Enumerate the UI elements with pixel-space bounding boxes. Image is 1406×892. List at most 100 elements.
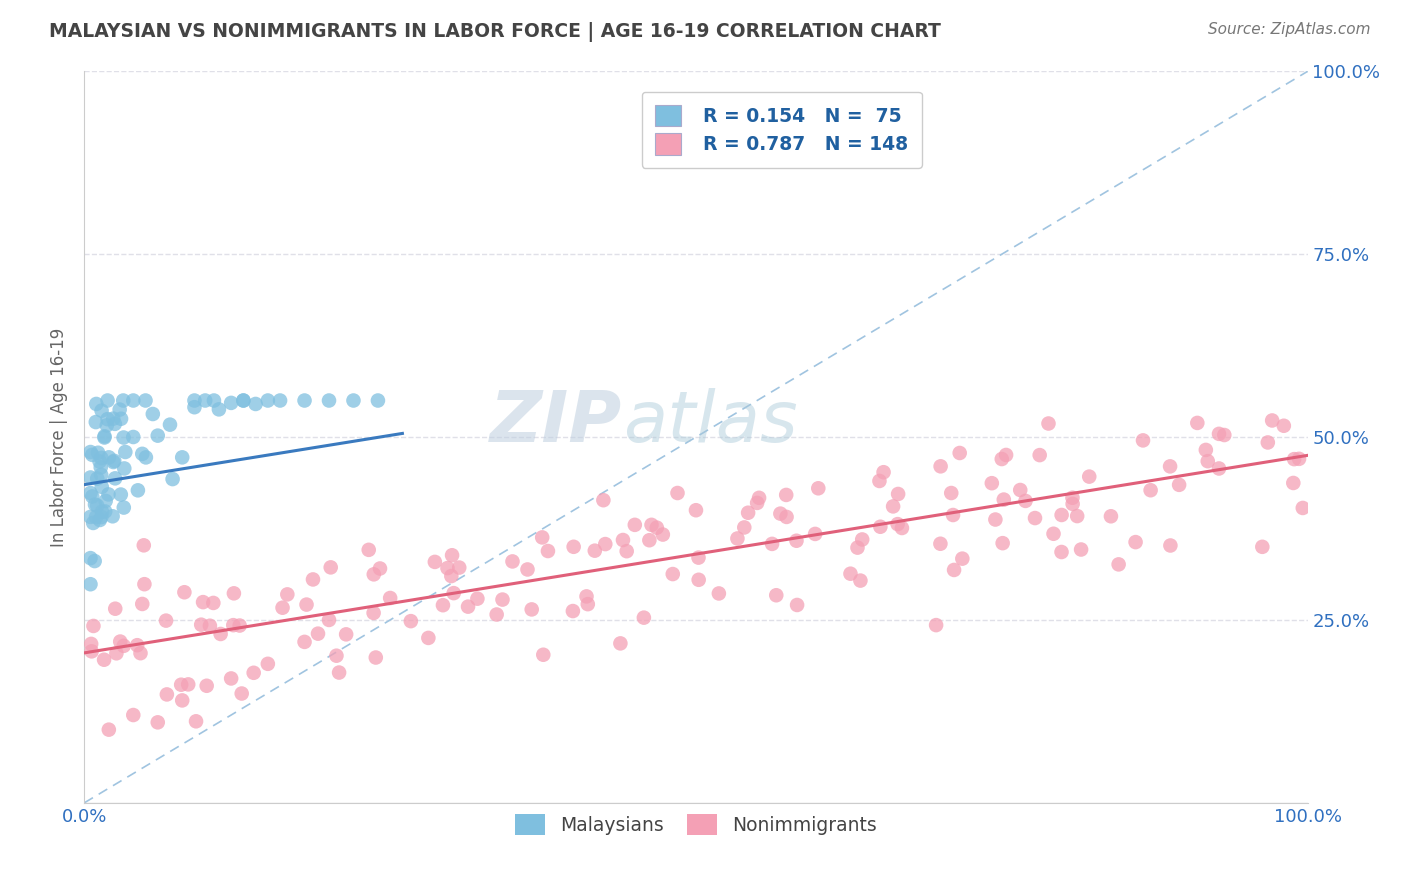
Point [1050,508,1073,522]
Point [108,402,131,417]
Point [785,533,807,548]
Point [122,393,145,408]
Point [367,393,389,408]
Point [219,672,242,686]
Point [222,586,245,600]
Point [90,450,112,465]
Point [869,520,891,534]
Point [575,590,598,604]
Point [640,517,662,532]
Point [1282,452,1305,467]
Point [562,540,585,554]
Point [82,490,104,504]
Point [531,530,554,544]
Point [443,586,465,600]
Point [1014,494,1036,508]
Point [342,393,364,408]
Point [561,604,583,618]
Point [688,550,710,565]
Point [520,602,543,616]
Point [882,500,904,514]
Point [633,610,655,624]
Point [231,686,253,700]
Point [1288,451,1310,466]
Point [1062,491,1084,505]
Point [872,465,894,479]
Point [1272,418,1295,433]
Point [1251,540,1274,554]
Point [807,481,830,495]
Point [368,561,391,575]
Point [156,688,179,702]
Point [159,417,181,432]
Point [122,430,145,444]
Point [84,498,107,512]
Point [638,533,661,548]
Point [765,588,787,602]
Point [104,417,127,431]
Point [82,619,104,633]
Point [1132,434,1154,448]
Point [90,467,112,482]
Point [325,648,347,663]
Point [94,494,117,508]
Point [1062,497,1084,511]
Point [172,693,194,707]
Point [363,567,385,582]
Point [1139,483,1161,498]
Point [86,499,108,513]
Point [624,517,647,532]
Point [943,563,966,577]
Point [1168,478,1191,492]
Point [1292,500,1315,515]
Point [925,618,948,632]
Point [1028,448,1050,462]
Point [114,445,136,459]
Point [96,418,118,433]
Point [418,631,440,645]
Point [127,638,149,652]
Point [1050,545,1073,559]
Point [129,646,152,660]
Point [93,429,115,443]
Point [93,653,115,667]
Point [80,637,103,651]
Point [90,403,112,417]
Point [685,503,707,517]
Point [228,618,250,632]
Point [89,513,111,527]
Point [357,542,380,557]
Point [849,574,872,588]
Point [502,554,524,568]
Point [440,569,463,583]
Point [294,393,316,408]
Point [1042,526,1064,541]
Point [949,446,972,460]
Point [79,509,101,524]
Point [1213,428,1236,442]
Point [86,472,108,486]
Y-axis label: In Labor Force | Age 16-19: In Labor Force | Age 16-19 [51,327,69,547]
Point [101,509,124,524]
Point [89,454,111,468]
Point [984,512,1007,526]
Point [122,708,145,723]
Point [616,544,638,558]
Point [295,598,318,612]
Point [851,533,873,547]
Point [104,471,127,485]
Point [208,402,231,417]
Point [869,474,891,488]
Point [183,393,205,408]
Point [318,393,340,408]
Point [155,614,177,628]
Point [134,577,156,591]
Point [467,591,489,606]
Point [79,577,101,591]
Point [1108,558,1130,572]
Point [103,411,125,425]
Point [97,393,120,408]
Text: atlas: atlas [623,388,797,457]
Point [80,644,103,658]
Point [335,627,357,641]
